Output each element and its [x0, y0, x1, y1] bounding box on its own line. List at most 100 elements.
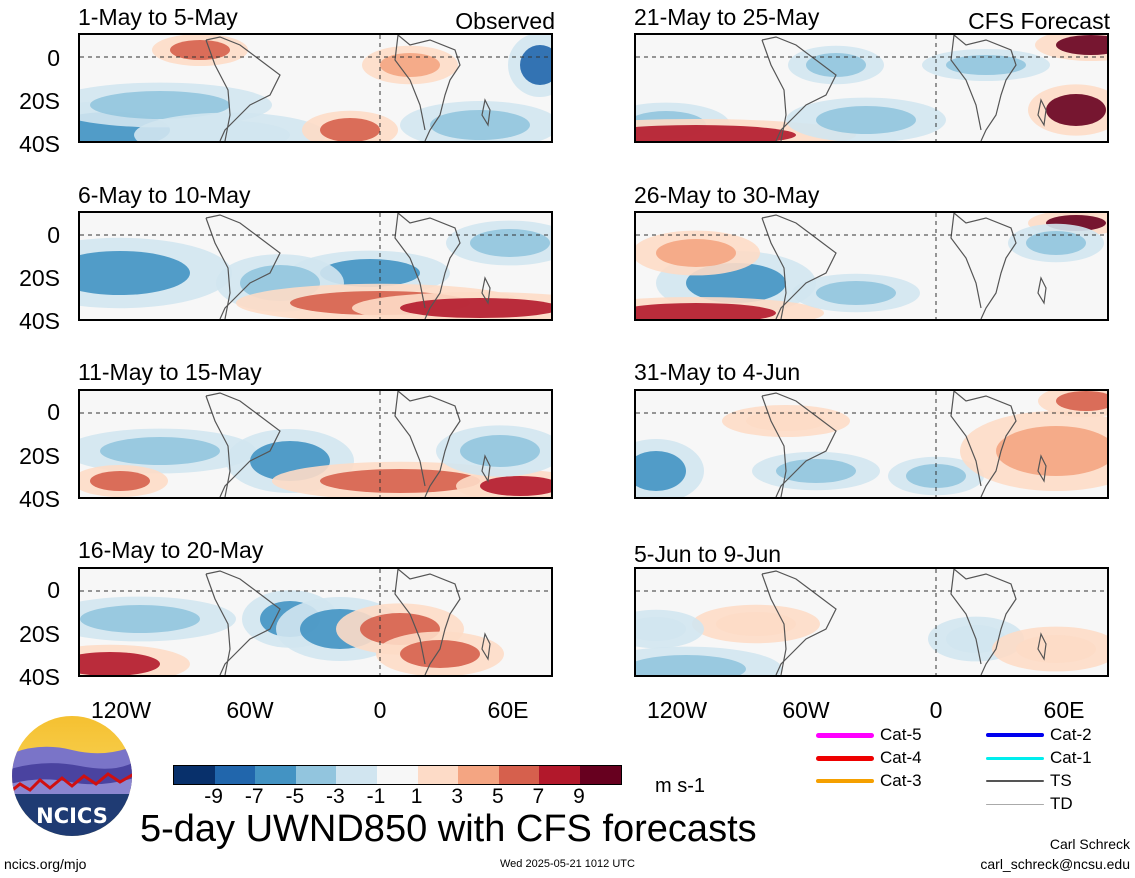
coastline	[397, 213, 461, 319]
coastline	[481, 632, 491, 661]
anomaly-contour	[636, 125, 796, 141]
x-tick-label: 60W	[782, 697, 830, 723]
map-panel	[634, 211, 1109, 321]
y-tick-label: 0	[47, 222, 60, 248]
anomaly-contour	[656, 239, 736, 267]
legend-line	[986, 780, 1044, 782]
coastline	[397, 569, 461, 675]
main-title: 5-day UWND850 with CFS forecasts	[140, 808, 757, 850]
legend-line	[986, 756, 1044, 760]
anomaly-contour	[170, 40, 230, 60]
x-tick-label: 60E	[1043, 697, 1085, 723]
map-panel	[78, 211, 553, 321]
y-tick-label: 40S	[19, 664, 60, 690]
x-tick-label: 60W	[226, 697, 274, 723]
anomaly-contour	[636, 303, 776, 319]
legend-label: Cat-4	[880, 748, 922, 767]
colorbar-swatch	[255, 766, 296, 784]
footer-timestamp: Wed 2025-05-21 1012 UTC	[500, 858, 635, 870]
anomaly-contour	[320, 259, 420, 287]
legend-label: TS	[1050, 771, 1072, 790]
coastline	[950, 35, 982, 131]
units-label: m s-1	[655, 775, 705, 797]
colorbar-swatch	[458, 766, 499, 784]
x-tick-label: 0	[373, 697, 387, 723]
x-tick-label: 60E	[487, 697, 529, 723]
coastline	[1037, 454, 1047, 483]
anomaly-contour	[470, 229, 550, 257]
legend-label: Cat-2	[1050, 725, 1092, 744]
colorbar-tick-label: 3	[451, 785, 464, 808]
legend-line	[816, 732, 874, 738]
coastline	[1037, 98, 1047, 127]
anomaly-contour	[480, 476, 551, 496]
anomaly-contour	[80, 251, 190, 295]
coastline	[397, 391, 461, 497]
anomaly-contour	[90, 91, 230, 119]
anomaly-map	[80, 569, 551, 675]
map-panel	[634, 567, 1109, 677]
footer-email[interactable]: carl_schreck@ncsu.edu	[980, 856, 1130, 872]
colorbar-swatch	[295, 766, 337, 784]
legend-item-cat4: Cat-4	[816, 748, 922, 768]
anomaly-contour	[1056, 35, 1107, 55]
panel-title: 1-May to 5-May	[78, 4, 238, 30]
coastline	[761, 392, 837, 497]
anomaly-map	[636, 569, 1107, 675]
legend-item-ts: TS	[986, 771, 1072, 791]
legend-label: Cat-5	[880, 725, 922, 744]
anomaly-contour	[460, 435, 540, 467]
colorbar-tick-label: 7	[532, 785, 545, 808]
coastline	[397, 35, 461, 141]
legend-item-cat3: Cat-3	[816, 771, 922, 791]
coastline	[481, 454, 491, 483]
coastline	[761, 214, 837, 319]
legend-item-td: TD	[986, 794, 1073, 814]
anomaly-contour	[776, 459, 856, 483]
y-tick-label: 40S	[19, 308, 60, 334]
y-tick-label: 20S	[19, 443, 60, 469]
colorbar-tick-label: 1	[410, 785, 423, 808]
legend-label: TD	[1050, 794, 1073, 813]
anomaly-contour	[806, 53, 866, 77]
colorbar-tick-label: -9	[204, 785, 223, 808]
anomaly-map	[636, 213, 1107, 319]
coastline	[953, 391, 1017, 497]
colorbar-tick-label: -5	[285, 785, 305, 808]
panel-label-forecast: CFS Forecast	[968, 8, 1110, 34]
anomaly-map	[636, 35, 1107, 141]
colorbar-swatch	[417, 766, 459, 784]
anomaly-contour	[400, 640, 480, 668]
coastline	[205, 36, 281, 141]
panel-title: 16-May to 20-May	[78, 537, 264, 563]
coastline	[953, 35, 1017, 141]
coastline	[1037, 632, 1047, 661]
anomaly-contour	[746, 411, 826, 431]
legend-label: Cat-1	[1050, 748, 1092, 767]
map-panel	[78, 389, 553, 499]
colorbar-swatch	[336, 766, 377, 784]
coastline	[205, 214, 281, 319]
y-tick-label: 0	[47, 399, 60, 425]
anomaly-map	[80, 213, 551, 319]
legend-label: Cat-3	[880, 771, 922, 790]
map-panel	[634, 389, 1109, 499]
coastline	[205, 392, 281, 497]
legend-line	[986, 803, 1044, 805]
ncics-logo-graphic: NCICS	[12, 716, 132, 836]
anomaly-contour	[90, 471, 150, 491]
x-tick-label: 120W	[646, 697, 708, 723]
coastline	[950, 569, 982, 665]
anomaly-contour	[100, 437, 220, 465]
coastline	[481, 276, 491, 305]
footer-site-link[interactable]: ncics.org/mjo	[4, 856, 87, 872]
footer-author: Carl Schreck	[1049, 836, 1130, 852]
legend-line	[816, 755, 874, 761]
colorbar-swatch	[579, 766, 621, 784]
colorbar-tick-label: -3	[326, 785, 345, 808]
anomaly-contour	[1026, 231, 1086, 255]
anomaly-contour	[636, 655, 746, 675]
colorbar-swatch	[214, 766, 256, 784]
x-tick-label: 0	[929, 697, 943, 723]
colorbar-swatch	[376, 766, 418, 784]
